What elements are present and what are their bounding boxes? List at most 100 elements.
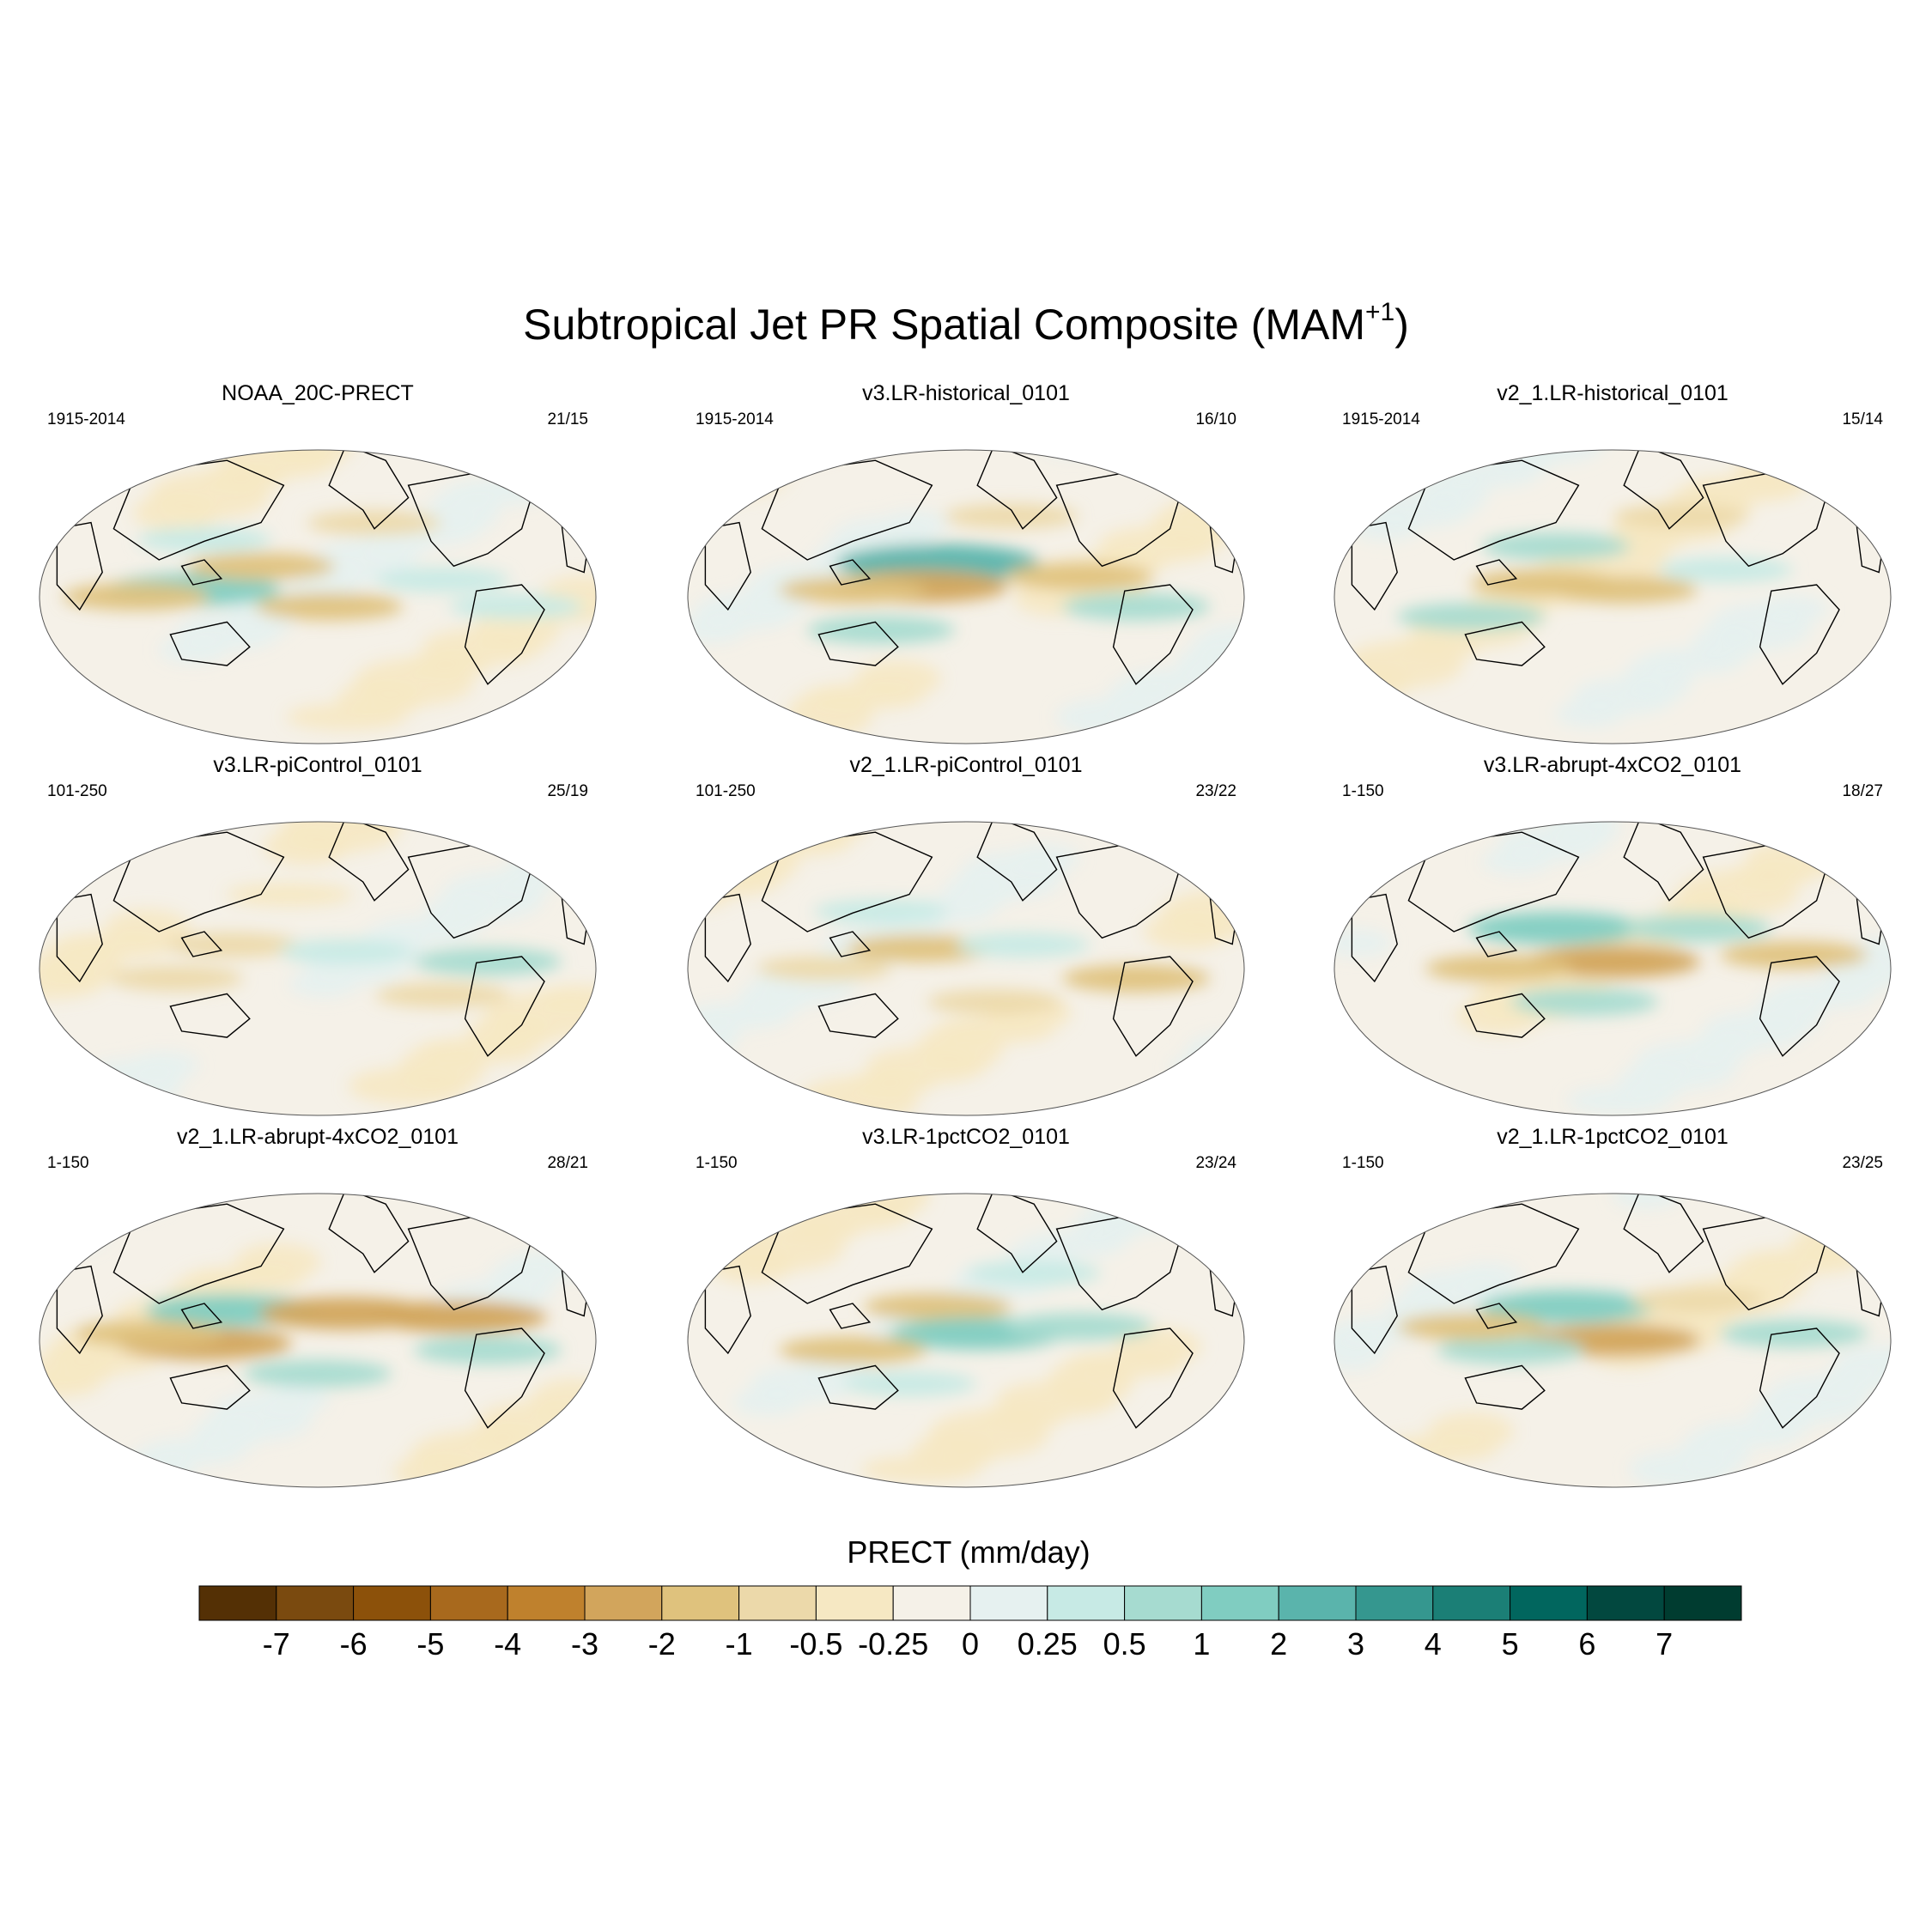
colorbar-title: PRECT (mm/day) — [847, 1534, 1090, 1570]
coastline — [1112, 1327, 1194, 1429]
anomaly-mottle — [57, 1199, 125, 1226]
coastline — [761, 831, 933, 933]
colorbar-bin — [1124, 1585, 1202, 1621]
anomaly-blob — [279, 939, 413, 964]
anomaly-mottle — [1359, 1442, 1446, 1487]
anomaly-mottle — [719, 450, 805, 471]
colorbar-tick-label: -3 — [571, 1626, 598, 1662]
panel-title: NOAA_20C-PRECT — [222, 381, 414, 405]
colorbar-tick-label: 2 — [1270, 1626, 1287, 1662]
anomaly-blob — [1720, 1320, 1868, 1347]
anomaly-blob — [1397, 603, 1545, 631]
coastline — [169, 993, 251, 1038]
anomaly-mottle — [1141, 1194, 1211, 1206]
anomaly-mottle — [688, 882, 732, 910]
anomaly-mottle — [1186, 1031, 1244, 1070]
colorbar-bin — [969, 1585, 1048, 1621]
panel-count: 18/27 — [1842, 782, 1883, 800]
coastline — [112, 459, 285, 561]
colorbar-bin — [353, 1585, 431, 1621]
anomaly-blob — [1550, 576, 1698, 604]
coastline — [328, 450, 410, 530]
map-frame — [39, 1193, 597, 1488]
coastline — [817, 1364, 899, 1410]
panel-count: 28/21 — [547, 1154, 588, 1172]
anomaly-blob — [226, 883, 353, 907]
anomaly-blob — [1510, 987, 1658, 1016]
panel-title: v3.LR-piControl_0101 — [213, 753, 422, 777]
coastline — [464, 584, 545, 685]
anomaly-mottle — [688, 1009, 740, 1058]
anomaly-blob — [956, 933, 1090, 957]
anomaly-mottle — [62, 1081, 131, 1115]
anomaly-blob — [1468, 912, 1643, 945]
anomaly-field — [39, 822, 596, 1115]
anomaly-mottle — [1807, 1203, 1891, 1251]
coastline — [976, 822, 1058, 902]
colorbar-bin — [1047, 1585, 1126, 1621]
anomaly-blob — [1425, 954, 1573, 982]
chart-title-main: Subtropical Jet PR Spatial Composite (MA… — [523, 301, 1365, 349]
colorbar-tick-label: 0.25 — [1018, 1626, 1078, 1662]
coastline — [1407, 1203, 1580, 1304]
colorbar-bin — [1586, 1585, 1665, 1621]
anomaly-mottle — [1144, 912, 1230, 951]
anomaly-mottle — [79, 1059, 183, 1108]
anomaly-mottle — [286, 703, 406, 731]
colorbar-tick-label: 1 — [1193, 1626, 1210, 1662]
anomaly-blob — [944, 503, 1078, 529]
panel-count: 23/22 — [1195, 782, 1236, 800]
panel-count: 16/10 — [1195, 410, 1236, 428]
chart-title-superscript: +1 — [1365, 298, 1394, 326]
coastline — [817, 621, 899, 666]
panel-title: v3.LR-historical_0101 — [862, 381, 1070, 405]
colorbar-tick-label: 0 — [962, 1626, 979, 1662]
anomaly-blob — [847, 934, 995, 963]
anomaly-mottle — [688, 473, 738, 512]
anomaly-blob — [414, 1336, 562, 1364]
colorbar-bin — [1432, 1585, 1511, 1621]
anomaly-mottle — [39, 1206, 109, 1255]
panel-title: v2_1.LR-historical_0101 — [1497, 381, 1728, 405]
panel-period: 1-150 — [1342, 1154, 1384, 1172]
panel-period: 101-250 — [47, 782, 107, 800]
panel-count: 25/19 — [547, 782, 588, 800]
anomaly-blob — [1005, 1313, 1153, 1341]
anomaly-mottle — [73, 1194, 177, 1214]
panel-period: 1915-2014 — [47, 410, 125, 428]
anomaly-mottle — [331, 822, 417, 825]
map-panel: NOAA_20C-PRECT 1915-2014 21/15 — [39, 381, 597, 744]
colorbar-tick-label: -5 — [416, 1626, 444, 1662]
anomaly-blob — [449, 594, 583, 619]
coastline — [169, 621, 251, 666]
colorbar-tick-label: 4 — [1425, 1626, 1442, 1662]
coastline — [829, 931, 872, 957]
map-frame — [687, 1193, 1245, 1488]
anomaly-blob — [864, 1292, 1012, 1321]
anomaly-blob — [255, 592, 404, 621]
colorbar-bin — [1510, 1585, 1588, 1621]
anomaly-mottle — [561, 822, 596, 868]
coastline — [976, 1194, 1058, 1273]
coastline — [1464, 621, 1546, 666]
coastlines — [1351, 822, 1886, 1057]
colorbar-tick-label: 5 — [1502, 1626, 1519, 1662]
coastline — [704, 521, 751, 611]
anomaly-mottle — [263, 827, 349, 866]
map-background — [688, 822, 1244, 1115]
coastline — [704, 893, 751, 983]
anomaly-mottle — [688, 450, 788, 499]
anomaly-blob — [967, 1261, 1102, 1286]
coastline — [1351, 893, 1398, 983]
map-panel: v3.LR-historical_0101 1915-2014 16/10 — [687, 381, 1245, 744]
anomaly-mottle — [1170, 1054, 1239, 1083]
colorbar-tick-label: -0.25 — [858, 1626, 928, 1662]
map-frame — [39, 821, 597, 1116]
coastline — [1759, 1327, 1840, 1429]
anomaly-mottle — [1334, 1194, 1430, 1212]
coastline — [1464, 1364, 1546, 1410]
map-background — [39, 1194, 596, 1487]
anomaly-mottle — [1039, 450, 1109, 457]
colorbar-bin — [276, 1585, 355, 1621]
coastline — [1112, 584, 1194, 685]
